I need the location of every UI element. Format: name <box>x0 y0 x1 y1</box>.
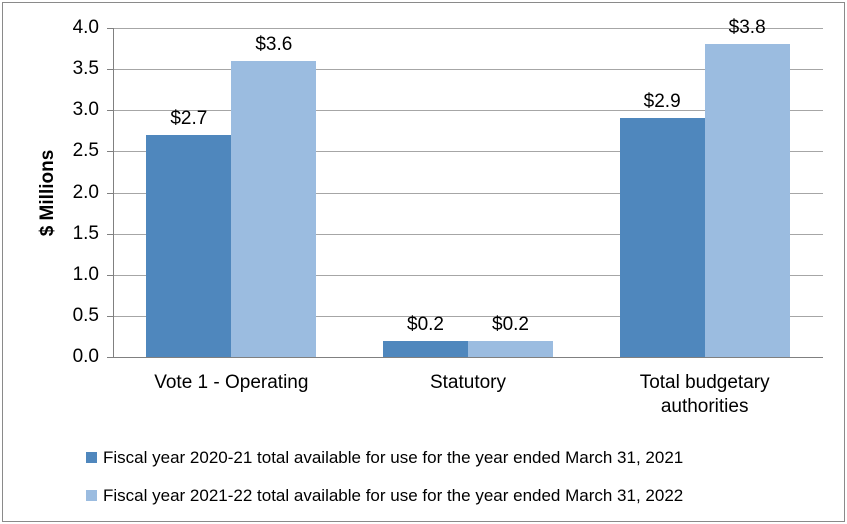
y-tick <box>107 274 113 276</box>
legend-item: Fiscal year 2020-21 total available for … <box>86 446 806 469</box>
bar-value-label: $0.2 <box>492 313 529 335</box>
legend-swatch-icon <box>86 452 97 463</box>
category-label: Total budgetary authorities <box>639 372 770 417</box>
legend-item: Fiscal year 2021-22 total available for … <box>86 484 806 507</box>
bar <box>383 340 468 357</box>
gridline <box>113 315 823 317</box>
y-tick <box>107 357 113 358</box>
gridline <box>113 274 823 276</box>
plot-area <box>113 28 823 357</box>
bar-value-label: $2.7 <box>170 107 208 129</box>
legend-label: Fiscal year 2021-22 total available for … <box>103 485 684 505</box>
category-label: Statutory <box>429 372 507 393</box>
y-tick <box>107 233 113 235</box>
y-tick <box>107 315 113 317</box>
bar <box>704 44 790 357</box>
bar-value-label: $0.2 <box>407 313 444 335</box>
y-tick-label: 3.5 <box>72 58 99 80</box>
y-tick <box>107 192 113 194</box>
y-tick-label: 2.5 <box>72 140 99 162</box>
bar-value-label: $3.8 <box>728 17 766 39</box>
y-tick-label: 2.0 <box>72 181 99 203</box>
gridline <box>113 110 823 112</box>
gridline <box>113 28 823 29</box>
category-label: Vote 1 - Operating <box>154 372 309 393</box>
y-tick <box>107 151 113 153</box>
bar <box>231 60 317 357</box>
bar <box>619 118 705 357</box>
y-tick-label: 0.5 <box>72 304 99 326</box>
y-tick <box>107 69 113 71</box>
bar-value-label: $2.9 <box>643 91 681 113</box>
legend: Fiscal year 2020-21 total available for … <box>86 446 806 522</box>
gridline <box>113 192 823 194</box>
y-tick-label: 3.0 <box>72 99 99 121</box>
y-tick-label: 4.0 <box>72 17 99 38</box>
gridline <box>113 69 823 71</box>
y-axis-line <box>113 28 114 358</box>
gridline <box>113 233 823 235</box>
y-tick <box>107 28 113 29</box>
x-axis-line <box>113 357 823 358</box>
bar-chart: $ Millions 0.0 0.5 1.0 1.5 2.0 2.5 3.0 3.5 4.0 V… <box>3 3 844 521</box>
legend-label: Fiscal year 2020-21 total available for … <box>103 447 684 467</box>
y-tick-label: 0.0 <box>72 346 99 367</box>
y-tick <box>107 110 113 112</box>
bar <box>146 134 232 357</box>
bar <box>468 340 553 357</box>
bar-value-label: $3.6 <box>255 33 293 55</box>
gridline <box>113 151 823 153</box>
y-tick-label: 1.5 <box>72 222 99 244</box>
y-tick-label: 1.0 <box>72 263 99 285</box>
legend-swatch-icon <box>86 490 97 501</box>
